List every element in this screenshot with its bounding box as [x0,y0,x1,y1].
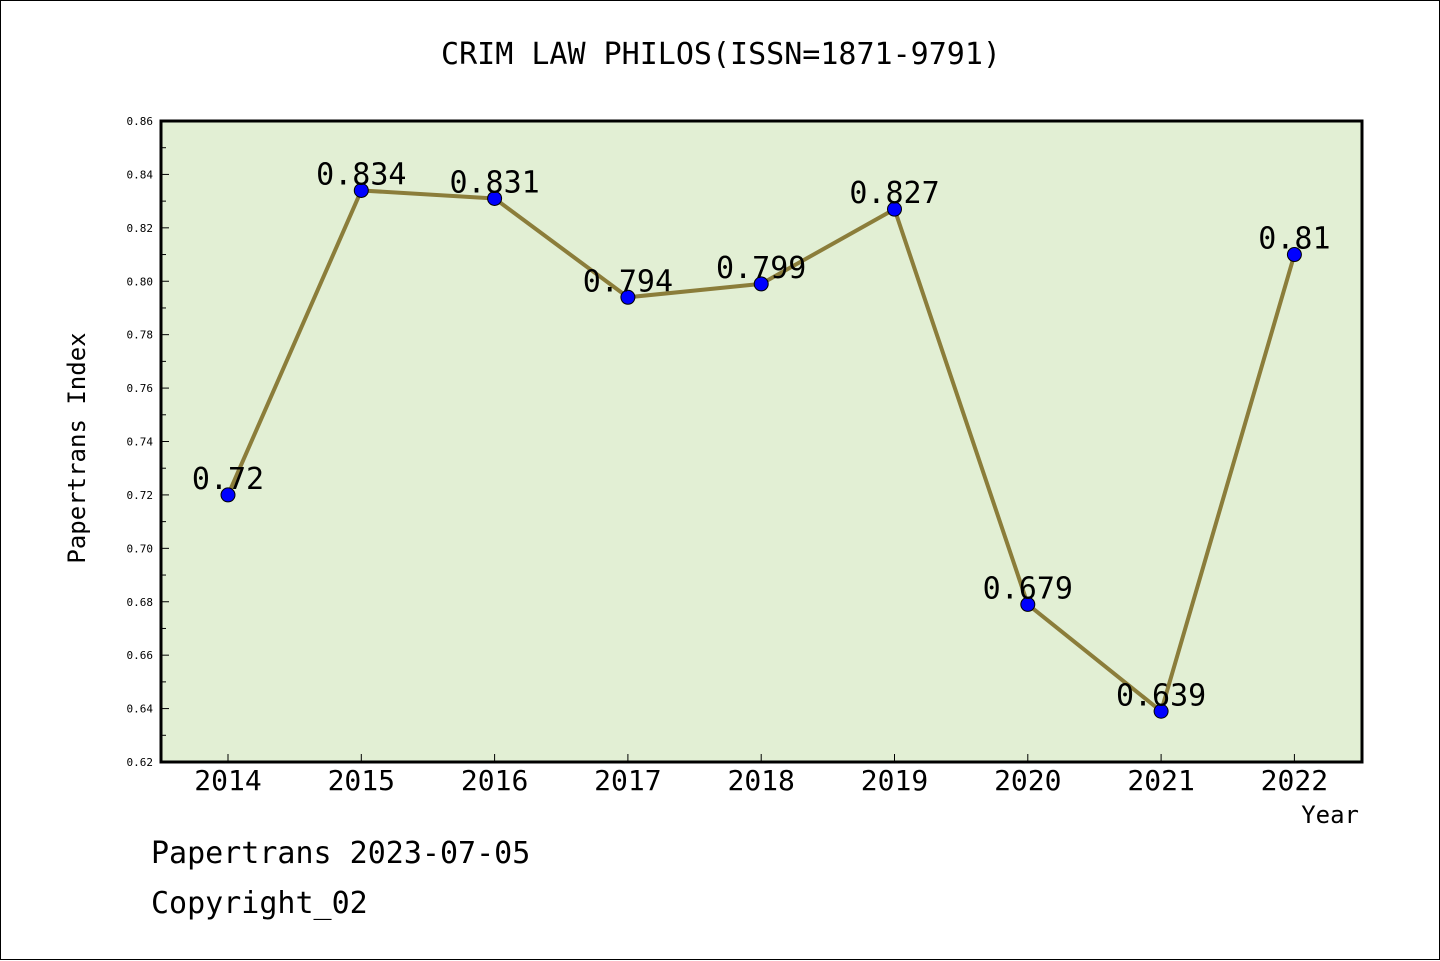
y-axis-ticks: 0.62 0.64 0.66 0.68 0.70 0.72 0.74 0.76 0.78 0.80… [127,115,169,769]
x-tick-label: 2017 [594,764,661,797]
x-tick-label: 2018 [727,764,794,797]
data-label: 0.72 [192,462,264,497]
y-tick-label: 0.62 [127,756,154,769]
footer-copyright: Copyright_02 [151,886,368,921]
data-label: 0.81 [1258,222,1330,257]
data-point-marker [353,182,369,198]
x-tick-label: 2015 [328,764,395,797]
data-label: 0.679 [983,571,1073,606]
x-tick-label: 2014 [194,764,261,797]
data-labels: 0.72 0.834 0.831 0.794 0.799 0.827 0.679 0.639 0… [192,157,1331,713]
x-tick-label: 2019 [861,764,928,797]
data-label: 0.639 [1116,678,1206,713]
data-point-marker [1153,703,1169,719]
y-tick-label: 0.68 [127,596,154,609]
y-tick-label: 0.66 [127,649,154,662]
chart-title: CRIM LAW PHILOS(ISSN=1871-9791) [441,37,1001,72]
y-tick-label: 0.70 [127,542,154,555]
data-label: 0.827 [849,176,939,211]
data-point-marker [753,276,769,292]
x-tick-label: 2022 [1261,764,1328,797]
footer-date: Papertrans 2023-07-05 [151,836,531,871]
data-label: 0.831 [449,165,539,200]
data-point-marker [220,487,236,503]
x-axis-ticks: 2014 2015 2016 2017 2018 2019 2020 2021 2022 [194,754,1328,797]
data-label: 0.799 [716,251,806,286]
y-tick-label: 0.80 [127,275,154,288]
plot-area [159,119,1364,764]
data-markers [220,182,1302,719]
x-tick-label: 2020 [994,764,1061,797]
data-point-marker [487,190,503,206]
y-tick-label: 0.64 [127,703,154,716]
data-point-marker [1286,247,1302,263]
x-axis-label: Year [1301,801,1359,829]
data-point-marker [1020,596,1036,612]
data-point-marker [887,201,902,217]
y-tick-label: 0.78 [127,329,154,342]
y-tick-label: 0.82 [127,222,154,235]
data-label: 0.794 [583,264,673,299]
y-tick-label: 0.76 [127,382,154,395]
y-tick-label: 0.72 [127,489,154,502]
data-point-marker [620,289,636,305]
y-tick-label: 0.86 [127,115,154,128]
data-label: 0.834 [316,157,406,192]
x-tick-label: 2021 [1127,764,1194,797]
x-tick-label: 2016 [461,764,528,797]
y-tick-label: 0.74 [127,436,154,449]
y-tick-label: 0.84 [127,168,154,181]
